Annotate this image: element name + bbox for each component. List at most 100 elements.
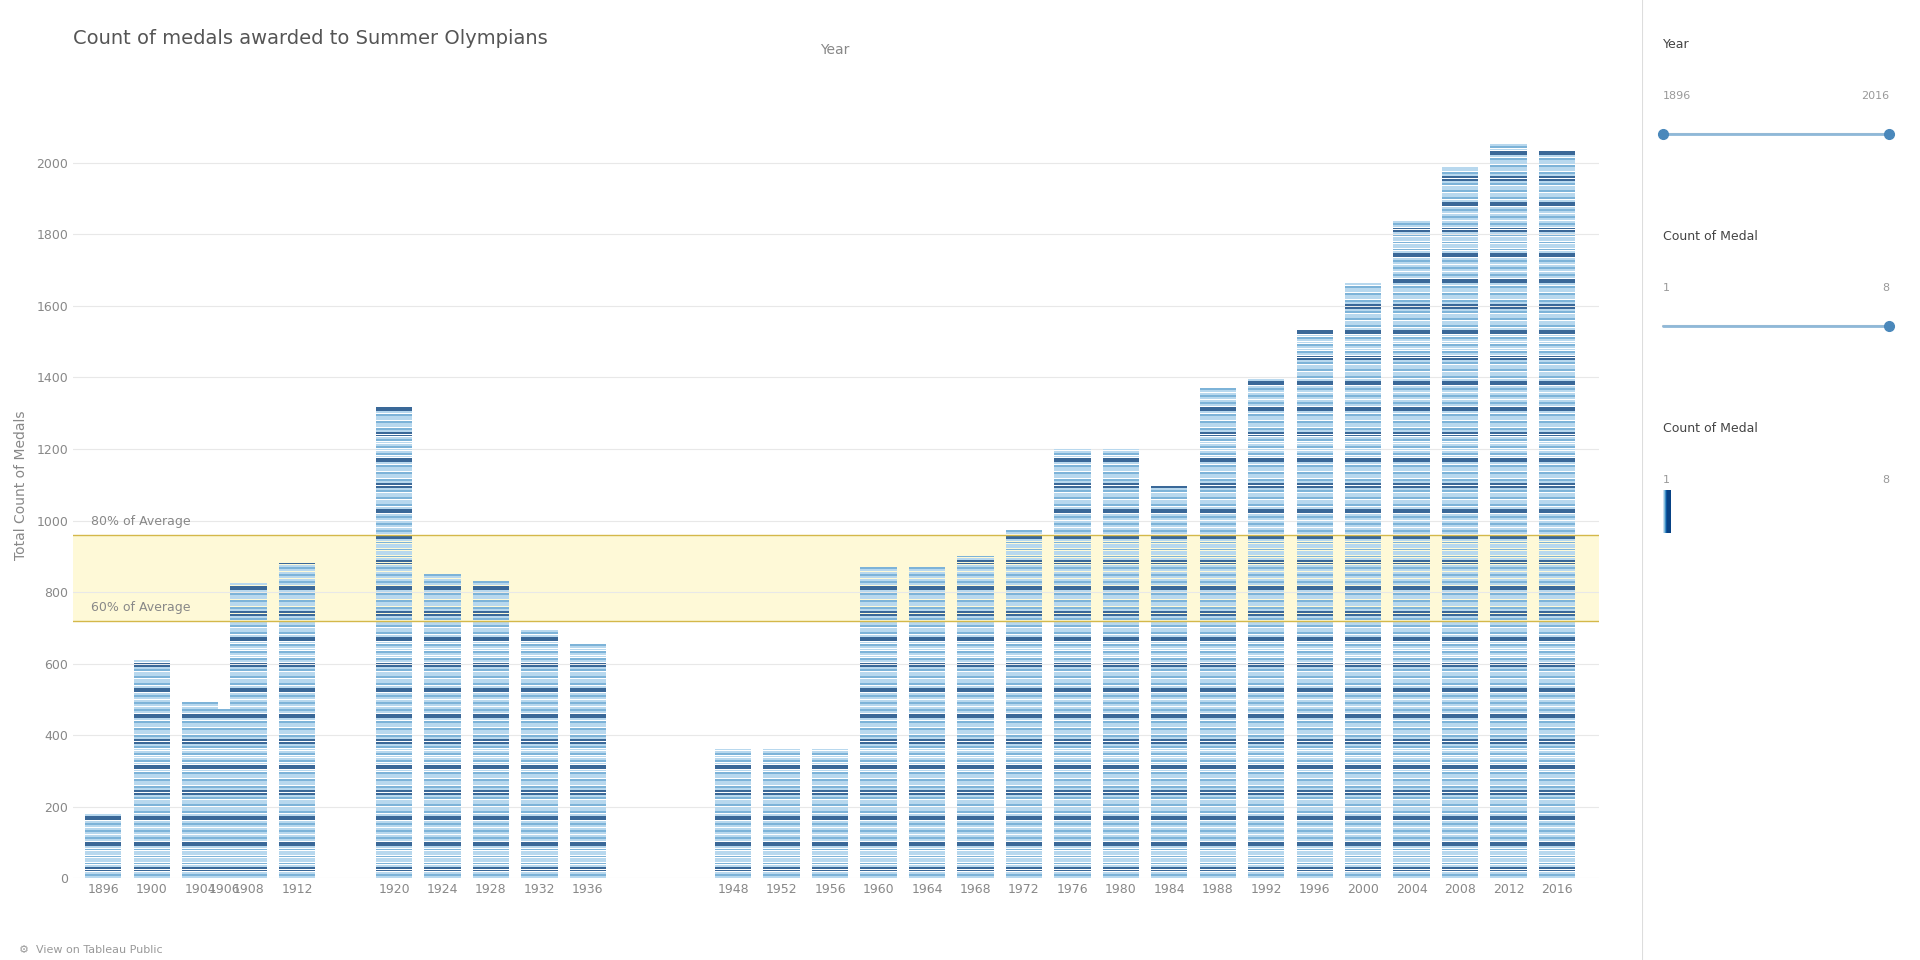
Bar	[1490, 444, 1526, 445]
Bar	[1102, 564, 1139, 566]
Bar	[1152, 853, 1187, 855]
Bar	[230, 607, 267, 609]
Bar	[230, 770, 267, 772]
Bar	[1442, 788, 1478, 790]
Bar	[1442, 767, 1478, 769]
Bar	[1442, 802, 1478, 804]
Bar	[205, 721, 242, 723]
Bar	[1442, 809, 1478, 811]
Bar	[1054, 656, 1091, 658]
Bar	[908, 688, 945, 690]
Bar	[230, 628, 267, 630]
Bar	[376, 697, 413, 699]
Bar	[278, 579, 315, 581]
Bar	[376, 507, 413, 509]
Bar	[570, 834, 607, 836]
Bar	[1102, 667, 1139, 669]
Bar	[1442, 463, 1478, 465]
Bar	[1344, 774, 1380, 776]
Bar	[1054, 532, 1091, 534]
Bar	[376, 416, 413, 418]
Bar	[1054, 507, 1091, 509]
Bar	[1054, 453, 1091, 455]
Bar	[1006, 858, 1043, 860]
Bar	[1296, 576, 1332, 578]
Bar	[714, 821, 751, 823]
Bar	[860, 581, 897, 583]
Bar	[1200, 423, 1236, 425]
Bar	[1442, 455, 1478, 457]
Bar	[1394, 537, 1430, 539]
Bar	[1102, 849, 1139, 851]
Bar	[1344, 609, 1380, 611]
Bar	[1394, 347, 1430, 348]
Bar	[205, 711, 242, 713]
Bar	[230, 809, 267, 811]
Bar	[472, 760, 509, 762]
Bar	[958, 806, 995, 808]
Bar	[1152, 595, 1187, 597]
Bar	[958, 616, 995, 618]
Bar	[1344, 739, 1380, 741]
Bar	[1538, 423, 1574, 425]
Bar	[1344, 628, 1380, 630]
Bar	[1667, 490, 1670, 533]
Bar	[714, 832, 751, 834]
Bar	[1490, 525, 1526, 527]
Bar	[424, 682, 461, 683]
Bar	[1490, 183, 1526, 185]
Bar	[134, 790, 169, 792]
Bar	[1054, 723, 1091, 725]
Bar	[520, 739, 557, 741]
Bar	[764, 834, 801, 836]
Bar	[958, 558, 995, 560]
Bar	[1538, 183, 1574, 185]
Bar	[958, 669, 995, 671]
Bar	[230, 826, 267, 828]
Bar	[860, 767, 897, 769]
Bar	[1442, 516, 1478, 517]
Bar	[376, 793, 413, 795]
Bar	[1102, 798, 1139, 800]
Bar	[230, 832, 267, 834]
Bar	[1248, 751, 1284, 753]
Bar	[472, 732, 509, 734]
Bar	[1394, 849, 1430, 851]
Bar	[570, 667, 607, 669]
Bar	[278, 723, 315, 725]
Bar	[1442, 849, 1478, 851]
Bar	[1344, 481, 1380, 483]
Bar	[424, 751, 461, 753]
Bar	[376, 682, 413, 683]
Bar	[182, 828, 219, 829]
Bar	[1490, 251, 1526, 252]
Bar	[908, 749, 945, 751]
Bar	[472, 711, 509, 713]
Bar	[1490, 870, 1526, 872]
Bar	[1663, 490, 1668, 533]
Bar	[278, 660, 315, 662]
Bar	[520, 865, 557, 867]
Bar	[134, 851, 169, 852]
Bar	[1394, 471, 1430, 473]
Bar	[1490, 597, 1526, 599]
Bar	[812, 855, 849, 857]
Bar	[1200, 572, 1236, 574]
Bar	[570, 746, 607, 748]
Bar	[1538, 239, 1574, 241]
Bar	[1296, 584, 1332, 586]
Bar	[1538, 507, 1574, 509]
Bar	[1296, 774, 1332, 776]
Bar	[182, 858, 219, 860]
Bar	[84, 844, 121, 846]
Bar	[1248, 495, 1284, 497]
Bar	[1344, 476, 1380, 478]
Bar	[1152, 702, 1187, 704]
Bar	[714, 767, 751, 769]
Bar	[1054, 595, 1091, 597]
Bar	[1442, 409, 1478, 411]
Bar	[1538, 391, 1574, 393]
Bar	[1248, 790, 1284, 792]
Bar	[860, 635, 897, 636]
Bar	[958, 726, 995, 728]
